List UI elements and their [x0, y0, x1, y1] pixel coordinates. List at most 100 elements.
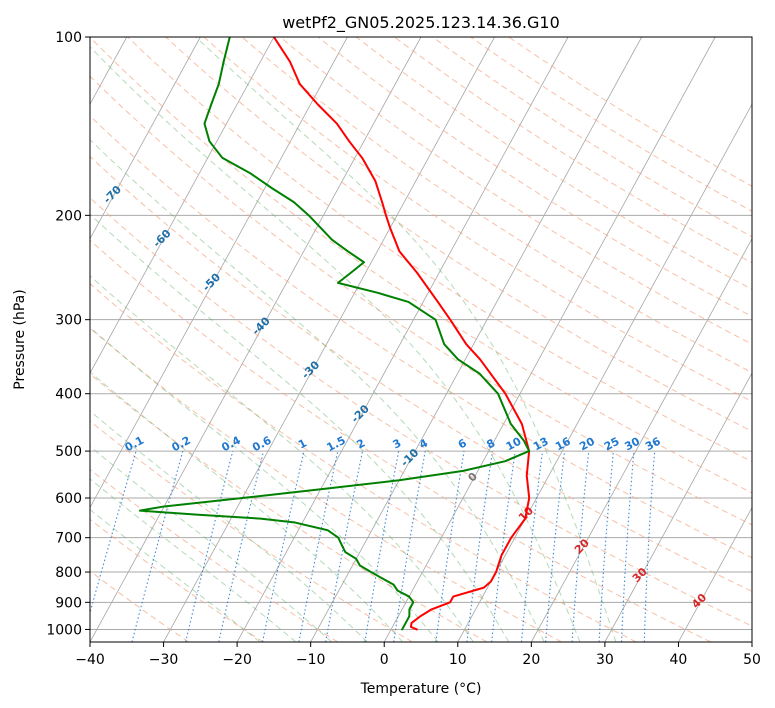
isotherm-line: [90, 37, 201, 240]
isotherm-line: [530, 237, 752, 642]
y-tick-label: 700: [55, 531, 82, 547]
isotherm-label: -30: [299, 358, 322, 381]
mixing-ratio-line: [491, 451, 516, 642]
mixing-ratio-label: 20: [577, 435, 597, 454]
chart-title: wetPf2_GN05.2025.123.14.36.G10: [282, 13, 560, 33]
moist-adiabat: [90, 213, 510, 642]
y-tick-label: 400: [55, 387, 82, 403]
x-axis-ticks: −40 −30 −20 −10 0 10 20 30 40 50: [75, 642, 761, 668]
isotherm-label: -80: [51, 139, 74, 162]
dry-adiabat: [508, 37, 752, 187]
mixing-ratio-label: 4: [417, 436, 430, 451]
isotherm-label: -40: [250, 314, 273, 337]
isotherm-line: [90, 37, 422, 642]
dry-adiabat: [470, 37, 752, 212]
x-tick-label: 30: [596, 652, 614, 668]
dry-adiabat: [279, 37, 752, 345]
mixing-ratio-line: [185, 450, 234, 642]
isotherm-label: -20: [349, 402, 372, 425]
x-axis-title: Temperature (°C): [360, 681, 482, 697]
isotherm-label: -10: [398, 446, 421, 469]
mixing-ratio-line: [621, 451, 635, 642]
y-tick-label: 900: [55, 595, 82, 611]
moist-adiabat: [90, 139, 545, 642]
mixing-ratio-line: [435, 451, 465, 642]
dry-adiabat: [90, 115, 752, 559]
mixing-ratio-line: [466, 451, 494, 642]
dry-adiabat: [90, 37, 752, 494]
dry-adiabat: [203, 37, 752, 403]
mixing-ratio-line: [393, 451, 426, 642]
dewpoint-profile: [138, 37, 531, 631]
isotherm-label: -90: [2, 95, 25, 118]
moist-adiabat: [90, 445, 333, 642]
y-tick-label: 300: [55, 313, 82, 329]
y-tick-label: 100: [55, 30, 82, 46]
mixing-ratio-label: 30: [622, 435, 642, 454]
dry-adiabat: [90, 155, 752, 593]
mixing-ratio-line: [90, 450, 137, 615]
isotherm-label: 0: [465, 470, 480, 485]
isotherm-label: -70: [101, 183, 124, 206]
isotherm-label: 20: [572, 536, 592, 556]
mixing-ratio-label: 36: [643, 435, 663, 454]
isotherm-label: 40: [689, 591, 709, 611]
mixing-ratio-label: 6: [456, 436, 469, 451]
mixing-ratio-labels: 0.1 0.2 0.4 0.6 1 1.5 2 3 4 6 8 10 13 16 20 25 30 36: [123, 434, 663, 455]
moist-adiabat: [195, 37, 617, 642]
isotherm-line: [604, 372, 752, 642]
dry-adiabat: [241, 37, 752, 374]
dry-adiabat: [165, 37, 752, 432]
dry-adiabat: [90, 327, 562, 642]
x-tick-label: −20: [222, 652, 252, 668]
pressure-gridlines: [90, 37, 752, 630]
isotherm-lines: [90, 37, 752, 642]
mixing-ratio-label: 25: [602, 435, 622, 454]
plot-area: -100-90-80-70-60-50-40-30-20-10010203040…: [2, 37, 752, 642]
mixing-ratio-line: [261, 450, 305, 642]
moist-adiabat: [90, 371, 404, 642]
moist-adiabat: [90, 326, 439, 642]
isotherm-label: -50: [200, 270, 223, 293]
profile-series: [138, 37, 531, 631]
mixing-ratio-line: [218, 450, 265, 642]
mixing-ratio-label: 3: [391, 436, 404, 451]
mixing-ratio-line: [298, 450, 339, 642]
mixing-ratio-label: 13: [531, 435, 551, 454]
plot-frame: [89, 36, 753, 643]
x-tick-label: −40: [75, 652, 105, 668]
x-tick-label: 50: [743, 652, 761, 668]
dry-adiabat: [127, 37, 752, 463]
isotherm-line: [90, 37, 275, 374]
moist-adiabat: [90, 410, 368, 642]
x-tick-label: −30: [149, 652, 179, 668]
moist-adiabat: [90, 508, 261, 642]
x-tick-label: 0: [380, 652, 389, 668]
isotherm-label: 30: [630, 565, 650, 585]
dry-adiabat: [394, 37, 752, 264]
mixing-ratio-label: 10: [504, 435, 524, 454]
moist-adiabat: [90, 46, 581, 642]
isotherm-line: [163, 37, 495, 642]
isotherm-label: -60: [150, 227, 173, 250]
isotherm-line: [90, 37, 348, 509]
dry-adiabat: [317, 37, 752, 318]
x-tick-label: −10: [296, 652, 326, 668]
y-tick-label: 800: [55, 565, 82, 581]
dry-adiabat: [90, 373, 488, 642]
y-tick-label: 1000: [46, 622, 82, 638]
dry-adiabat: [90, 518, 264, 642]
dry-adiabats: [90, 37, 752, 642]
y-tick-label: 600: [55, 491, 82, 507]
dry-adiabat: [90, 197, 752, 627]
y-tick-label: 500: [55, 444, 82, 460]
temperature-profile: [272, 37, 531, 631]
y-axis-title: Pressure (hPa): [12, 289, 28, 389]
isotherm-line: [678, 506, 752, 642]
isotherm-line: [310, 37, 643, 642]
mixing-ratio-line: [545, 451, 566, 642]
dry-adiabat: [356, 37, 752, 290]
y-axis-ticks: 100 200 300 400 500 600 700 800 900 1000: [46, 30, 90, 638]
